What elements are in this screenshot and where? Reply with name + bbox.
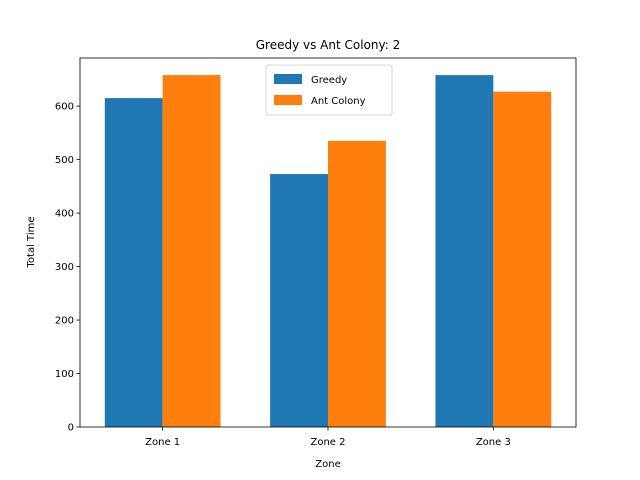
bars-layer — [104, 75, 552, 428]
legend-label-ant-colony: Ant Colony — [311, 96, 366, 107]
ticks-layer: 0 100 200 300 400 500 600 Zone 1 Zone 2 Zone 3 — [55, 102, 511, 448]
y-tick-label: 300 — [55, 262, 74, 273]
bar-greedy-zone-2 — [270, 174, 328, 427]
bar-ant-colony-zone-3 — [493, 91, 552, 427]
x-tick-label: Zone 3 — [476, 437, 511, 448]
legend: Greedy Ant Colony — [265, 64, 393, 116]
chart-title: Greedy vs Ant Colony: 2 — [256, 38, 401, 52]
x-tick-label: Zone 2 — [311, 437, 346, 448]
bar-ant-colony-zone-1 — [162, 75, 221, 428]
y-tick-label: 600 — [55, 102, 74, 113]
legend-label-greedy: Greedy — [311, 75, 347, 86]
x-axis-label: Zone — [315, 459, 340, 470]
x-tick-label: Zone 1 — [145, 437, 180, 448]
legend-swatch-greedy — [274, 74, 302, 84]
bar-ant-colony-zone-2 — [328, 140, 386, 427]
y-axis-label: Total Time — [26, 216, 37, 268]
legend-swatch-ant-colony — [274, 95, 302, 105]
y-tick-label: 100 — [55, 369, 74, 380]
y-tick-label: 0 — [68, 423, 74, 434]
bar-greedy-zone-3 — [435, 75, 494, 428]
bar-greedy-zone-1 — [104, 98, 163, 428]
y-tick-label: 400 — [55, 209, 74, 220]
legend-box — [265, 64, 393, 116]
y-tick-label: 500 — [55, 155, 74, 166]
y-tick-label: 200 — [55, 316, 74, 327]
